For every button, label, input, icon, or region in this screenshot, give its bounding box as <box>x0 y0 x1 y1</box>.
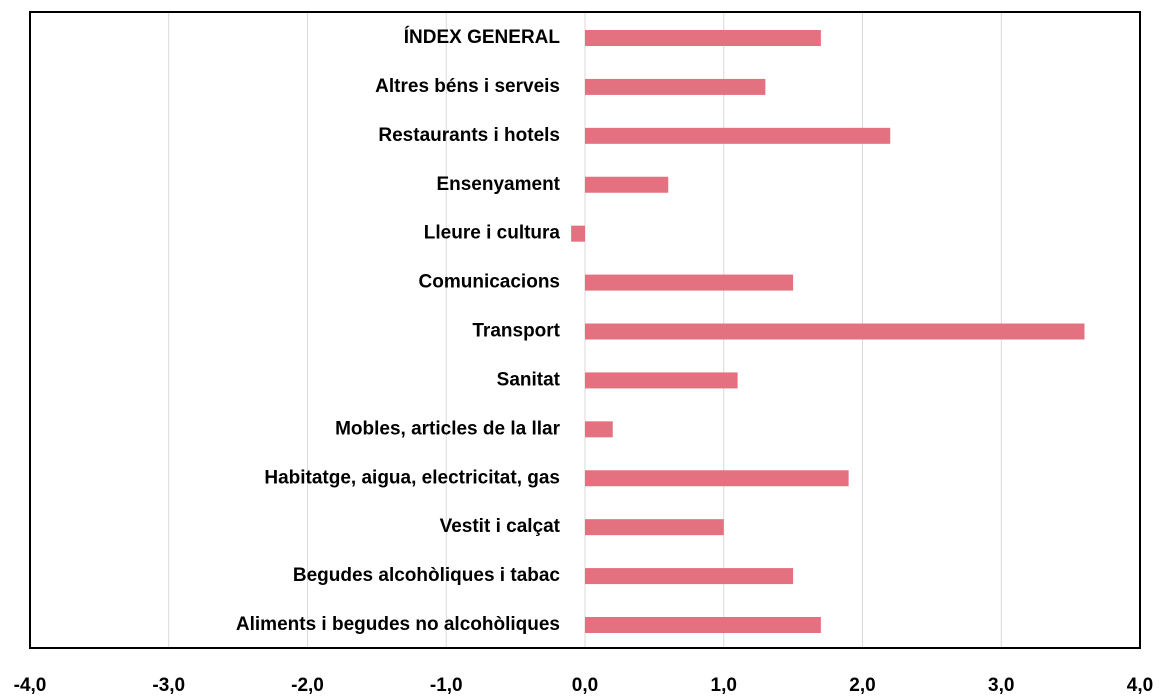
x-tick-label: 1,0 <box>711 675 737 695</box>
x-tick-label: 4,0 <box>1127 675 1153 695</box>
bar <box>585 78 766 95</box>
category-label: Restaurants i hotels <box>378 125 560 146</box>
category-label: Vestit i calçat <box>440 516 561 537</box>
bar <box>585 323 1085 340</box>
bar <box>585 568 794 585</box>
bar <box>585 30 821 46</box>
plot-border <box>29 11 1141 649</box>
bar <box>585 176 669 193</box>
category-label: Begudes alcohòliques i tabac <box>293 565 561 586</box>
x-tick-label: 3,0 <box>988 675 1014 695</box>
bar <box>585 372 738 389</box>
category-label: Lleure i cultura <box>424 223 561 244</box>
bar <box>585 470 849 487</box>
category-label: Comunicacions <box>419 272 560 293</box>
bar <box>585 127 891 144</box>
category-label: Altres béns i serveis <box>375 76 560 97</box>
bar <box>571 225 585 242</box>
bar <box>585 274 794 291</box>
x-tick-label: 2,0 <box>849 675 875 695</box>
bar <box>585 617 821 633</box>
category-label: Ensenyament <box>436 174 560 195</box>
category-label: Mobles, articles de la llar <box>335 418 561 439</box>
category-label: Aliments i begudes no alcohòliques <box>236 614 560 635</box>
category-label: Sanitat <box>497 369 561 390</box>
x-tick-label: 0,0 <box>572 675 598 695</box>
category-label: Transport <box>472 321 560 342</box>
x-tick-label: -2,0 <box>291 675 324 695</box>
x-tick-label: -1,0 <box>430 675 463 695</box>
bar <box>585 421 613 438</box>
category-label: Habitatge, aigua, electricitat, gas <box>264 467 560 488</box>
bar <box>585 519 724 536</box>
category-label: ÍNDEX GENERAL <box>404 26 561 48</box>
x-tick-label: -3,0 <box>152 675 185 695</box>
x-tick-label: -4,0 <box>14 675 47 695</box>
